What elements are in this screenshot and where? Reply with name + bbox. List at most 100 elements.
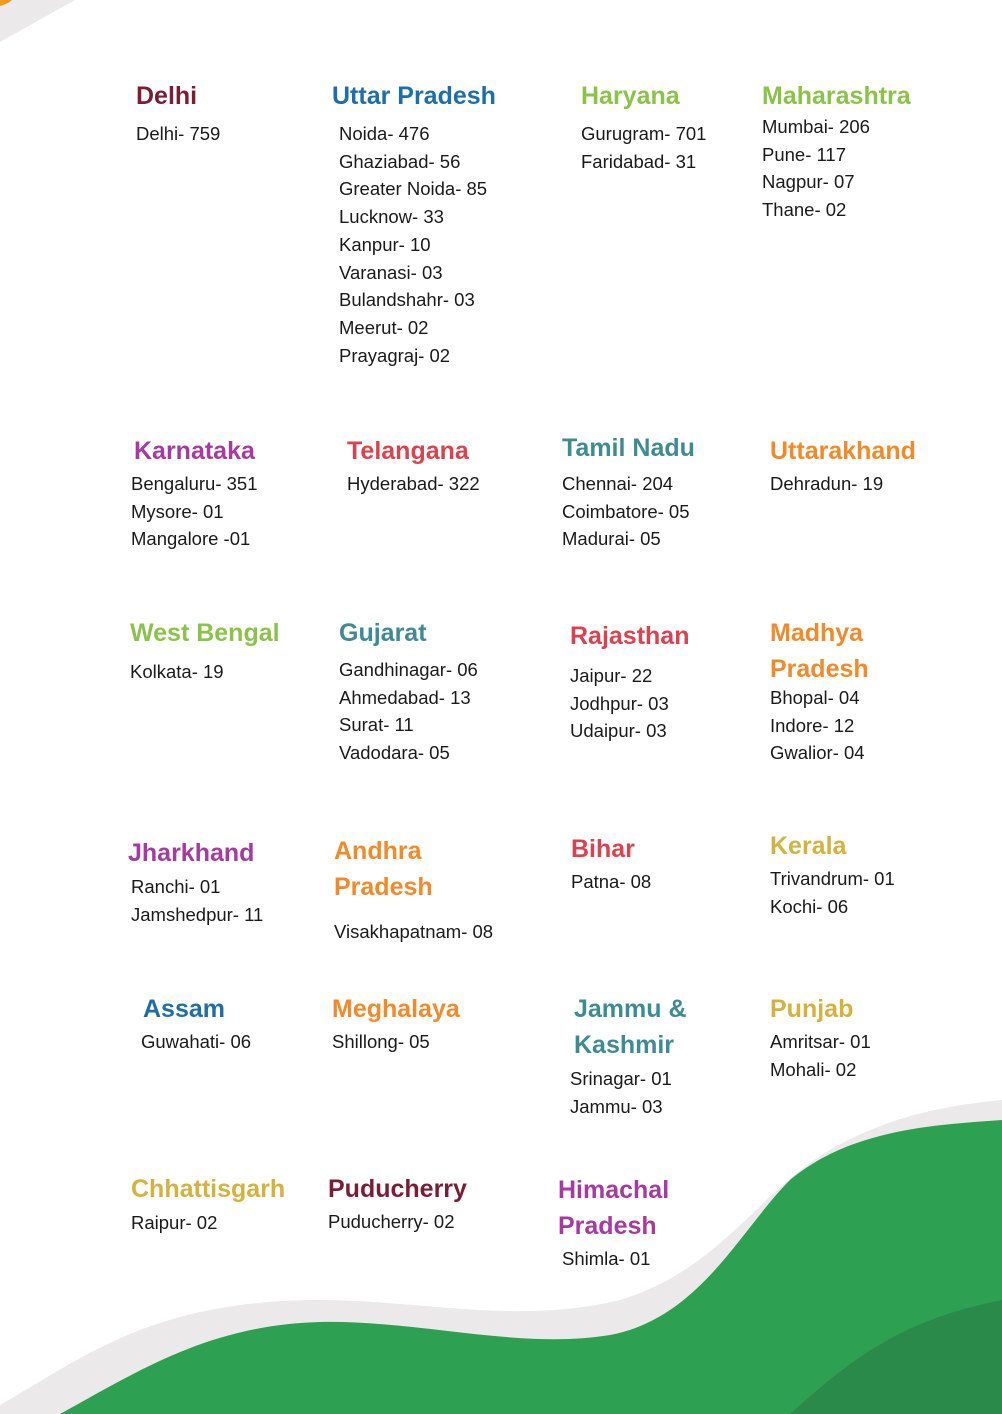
- state-heading-jharkhand: Jharkhand: [128, 839, 255, 867]
- city-count-item: Kochi- 06: [770, 895, 849, 917]
- city-count-item: Raipur- 02: [131, 1212, 218, 1233]
- city-count-item: Kolkata- 19: [130, 661, 224, 682]
- state-heading-uttarakhand: Uttarakhand: [770, 437, 916, 465]
- city-list-maharashtra: Mumbai- 206 Pune- 117 Nagpur- 07 Thane- 02: [762, 113, 870, 224]
- state-heading-rajasthan: Rajasthan: [570, 622, 690, 650]
- city-count-item: Coimbatore- 05: [562, 500, 690, 522]
- city-count-item: Varanasi- 03: [339, 261, 443, 283]
- city-count-item: Surat- 11: [339, 714, 414, 736]
- city-count-item: Gurugram- 701: [581, 123, 707, 144]
- city-count-item: Amritsar- 01: [770, 1031, 871, 1052]
- city-count-item: Visakhapatnam- 08: [334, 921, 494, 942]
- city-count-item: Ranchi- 01: [131, 876, 221, 897]
- city-list-uttar-pradesh: Noida- 476 Ghaziabad- 56 Greater Noida- 85…: [339, 120, 487, 369]
- city-count-item: Lucknow- 33: [339, 206, 444, 228]
- state-heading-haryana: Haryana: [581, 82, 680, 110]
- city-list-tamil-nadu: Chennai- 204 Coimbatore- 05 Madurai- 05: [562, 470, 690, 553]
- city-list-haryana: Gurugram- 701 Faridabad- 31: [581, 120, 706, 175]
- state-heading-puducherry: Puducherry: [328, 1175, 467, 1203]
- top-left-gray-stripe: [0, 0, 75, 42]
- city-count-item: Gwalior- 04: [770, 742, 865, 764]
- city-count-item: Vadodara- 05: [339, 742, 450, 764]
- city-list-karnataka: Bengaluru- 351 Mysore- 01 Mangalore -01: [131, 470, 258, 553]
- city-count-item: Pune- 117: [762, 143, 846, 165]
- state-heading-tamil-nadu: Tamil Nadu: [562, 434, 695, 462]
- city-list-himachal-pradesh: Shimla- 01: [562, 1245, 650, 1273]
- city-count-item: Noida- 476: [339, 123, 430, 144]
- state-heading-delhi: Delhi: [136, 82, 198, 110]
- city-list-meghalaya: Shillong- 05: [332, 1028, 430, 1056]
- city-list-uttarakhand: Dehradun- 19: [770, 470, 883, 498]
- state-heading-madhya-pradesh: Madhya Pradesh: [770, 619, 869, 683]
- city-count-item: Nagpur- 07: [762, 171, 855, 193]
- state-heading-meghalaya: Meghalaya: [332, 995, 460, 1023]
- city-count-item: Patna- 08: [571, 871, 652, 892]
- state-heading-andhra-pradesh: Andhra Pradesh: [334, 837, 433, 901]
- city-count-item: Srinagar- 01: [570, 1068, 672, 1089]
- city-list-kerala: Trivandrum- 01 Kochi- 06: [770, 865, 895, 920]
- city-count-item: Gandhinagar- 06: [339, 659, 478, 680]
- city-count-item: Prayagraj- 02: [339, 344, 451, 366]
- top-left-orange-accent: [0, 0, 12, 6]
- state-heading-gujarat: Gujarat: [339, 619, 427, 647]
- city-list-jammu-kashmir: Srinagar- 01 Jammu- 03: [570, 1065, 672, 1120]
- city-count-item: Meerut- 02: [339, 316, 429, 338]
- city-list-bihar: Patna- 08: [571, 868, 651, 896]
- city-count-item: Thane- 02: [762, 199, 847, 221]
- bottom-green-wave: [60, 1120, 1002, 1414]
- city-count-item: Dehradun- 19: [770, 473, 884, 494]
- city-count-item: Indore- 12: [770, 714, 855, 736]
- city-count-item: Ghaziabad- 56: [339, 150, 461, 172]
- state-heading-assam: Assam: [143, 995, 225, 1023]
- city-count-item: Udaipur- 03: [570, 720, 667, 742]
- city-list-telangana: Hyderabad- 322: [347, 470, 480, 498]
- city-list-jharkhand: Ranchi- 01 Jamshedpur- 11: [131, 873, 263, 928]
- city-count-item: Puducherry- 02: [328, 1211, 455, 1232]
- city-count-item: Chennai- 204: [562, 473, 674, 494]
- city-list-puducherry: Puducherry- 02: [328, 1208, 454, 1236]
- bottom-dark-green-wave: [790, 1300, 1002, 1414]
- city-count-item: Kanpur- 10: [339, 233, 431, 255]
- state-heading-bihar: Bihar: [571, 835, 635, 863]
- city-count-item: Mangalore -01: [131, 528, 251, 550]
- city-count-item: Bengaluru- 351: [131, 473, 258, 494]
- city-list-assam: Guwahati- 06: [141, 1028, 251, 1056]
- city-list-madhya-pradesh: Bhopal- 04 Indore- 12 Gwalior- 04: [770, 684, 865, 767]
- state-heading-telangana: Telangana: [347, 437, 469, 465]
- city-count-item: Jamshedpur- 11: [131, 903, 264, 925]
- city-list-rajasthan: Jaipur- 22 Jodhpur- 03 Udaipur- 03: [570, 662, 669, 745]
- city-count-item: Mysore- 01: [131, 500, 224, 522]
- state-heading-west-bengal: West Bengal: [130, 619, 280, 647]
- city-count-item: Jaipur- 22: [570, 665, 653, 686]
- city-count-item: Hyderabad- 322: [347, 473, 480, 494]
- state-heading-jammu-kashmir: Jammu & Kashmir: [574, 995, 687, 1059]
- city-count-item: Trivandrum- 01: [770, 868, 895, 889]
- city-count-item: Ahmedabad- 13: [339, 686, 471, 708]
- city-list-gujarat: Gandhinagar- 06 Ahmedabad- 13 Surat- 11 Vad…: [339, 656, 478, 767]
- city-count-item: Shimla- 01: [562, 1248, 651, 1269]
- state-heading-punjab: Punjab: [770, 995, 854, 1023]
- city-list-west-bengal: Kolkata- 19: [130, 658, 224, 686]
- city-count-item: Jammu- 03: [570, 1095, 663, 1117]
- state-heading-himachal-pradesh: Himachal Pradesh: [558, 1176, 670, 1240]
- city-count-item: Jodhpur- 03: [570, 692, 669, 714]
- state-heading-karnataka: Karnataka: [134, 437, 255, 465]
- city-count-item: Bhopal- 04: [770, 687, 860, 708]
- city-list-delhi: Delhi- 759: [136, 120, 220, 148]
- city-count-item: Mohali- 02: [770, 1058, 857, 1080]
- city-count-item: Bulandshahr- 03: [339, 289, 475, 311]
- state-heading-maharashtra: Maharashtra: [762, 82, 911, 110]
- state-heading-chhattisgarh: Chhattisgarh: [131, 1175, 286, 1203]
- city-count-item: Faridabad- 31: [581, 150, 697, 172]
- city-count-item: Delhi- 759: [136, 123, 221, 144]
- state-heading-kerala: Kerala: [770, 832, 847, 860]
- city-count-item: Greater Noida- 85: [339, 178, 488, 200]
- city-list-punjab: Amritsar- 01 Mohali- 02: [770, 1028, 871, 1083]
- city-list-chhattisgarh: Raipur- 02: [131, 1209, 217, 1237]
- city-list-andhra-pradesh: Visakhapatnam- 08: [334, 918, 493, 946]
- city-count-item: Shillong- 05: [332, 1031, 430, 1052]
- city-count-item: Mumbai- 206: [762, 116, 870, 137]
- state-heading-uttar-pradesh: Uttar Pradesh: [332, 82, 496, 110]
- city-count-item: Guwahati- 06: [141, 1031, 252, 1052]
